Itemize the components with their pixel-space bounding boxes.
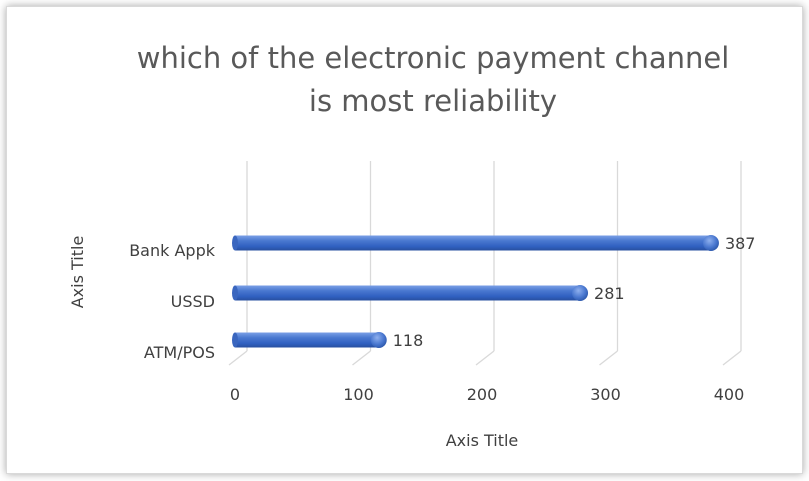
- category-label: USSD: [171, 292, 215, 311]
- bar-cap: [370, 332, 387, 348]
- bar-cap: [702, 235, 719, 251]
- gridline-floor-400: [722, 350, 742, 366]
- gridline-floor-100: [352, 350, 371, 366]
- chart-plot: which of the electronic payment channel …: [68, 41, 755, 450]
- labels: 0 100 200 300 400 387 Bank Appk 281 USSD 118 ATM/P…: [129, 234, 755, 404]
- chart-title-line-1: which of the electronic payment channel: [137, 41, 730, 75]
- y-axis-title: Axis Title: [68, 236, 87, 309]
- category-label: ATM/POS: [144, 343, 215, 362]
- x-tick-label: 100: [343, 385, 374, 404]
- category-label: Bank Appk: [129, 241, 216, 260]
- bar-base: [232, 332, 238, 348]
- data-label: 281: [594, 284, 625, 303]
- x-tick-label: 0: [230, 385, 240, 404]
- bar-cap: [572, 285, 589, 301]
- gridline-floor-0: [228, 350, 248, 366]
- x-tick-label: 400: [714, 385, 745, 404]
- bars: [232, 235, 719, 348]
- bar-base: [232, 285, 238, 301]
- x-tick-label: 300: [590, 385, 621, 404]
- x-axis-title: Axis Title: [446, 431, 519, 450]
- bar-base: [232, 235, 238, 251]
- bar: [235, 285, 581, 301]
- chart-frame: which of the electronic payment channel …: [6, 6, 803, 474]
- gridline-floor-300: [599, 350, 618, 366]
- data-label: 118: [393, 331, 424, 350]
- data-label: 387: [725, 234, 756, 253]
- x-tick-label: 200: [467, 385, 498, 404]
- chart-title-line-2: is most reliability: [309, 84, 557, 118]
- gridlines: [228, 161, 742, 366]
- bar: [235, 235, 711, 251]
- bar: [235, 332, 379, 348]
- gridline-floor-200: [475, 350, 495, 366]
